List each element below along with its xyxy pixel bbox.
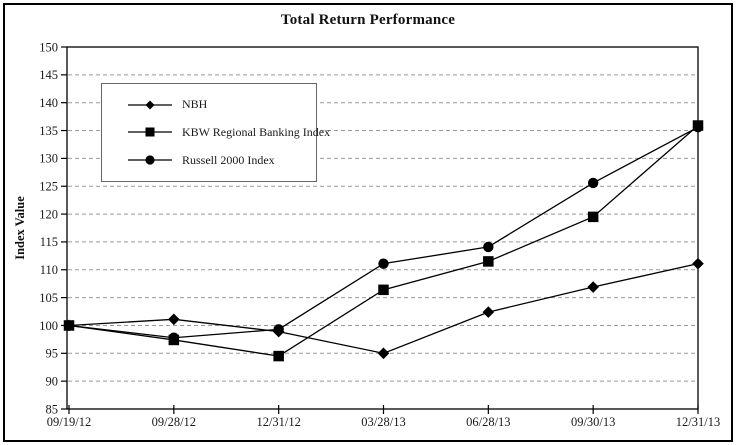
y-tick-label: 120	[39, 207, 58, 221]
diamond-data-point	[587, 281, 599, 293]
square-icon	[145, 127, 155, 137]
series-line-nbh	[68, 263, 699, 354]
legend-item-kbw-regional-banking-index: KBW Regional Banking Index	[127, 125, 330, 140]
y-tick-label: 140	[39, 96, 58, 110]
y-tick-label: 95	[46, 347, 59, 361]
square-data-point	[483, 256, 494, 267]
y-axis-title: Index Value	[13, 196, 27, 260]
y-tick-label: 135	[39, 124, 58, 138]
diamond-data-point	[692, 257, 704, 270]
x-tick-label: 06/28/13	[466, 415, 510, 429]
y-tick-label: 90	[46, 374, 59, 388]
x-tick-label: 09/30/13	[571, 415, 615, 429]
x-tick-label: 09/28/12	[152, 415, 196, 429]
legend-item-nbh: NBH	[127, 97, 312, 112]
chart-title: Total Return Performance	[280, 12, 456, 28]
y-tick-label: 85	[46, 402, 59, 416]
x-tick-label: 12/31/13	[676, 415, 720, 429]
diamond-data-point	[377, 347, 390, 360]
y-tick-label: 125	[39, 180, 58, 194]
square-data-point	[692, 120, 704, 131]
diamond-icon	[145, 100, 155, 110]
y-tick-label: 145	[39, 68, 58, 82]
legend-label: Russell 2000 Index	[182, 152, 275, 167]
square-data-point	[378, 284, 389, 296]
legend-label: NBH	[182, 97, 208, 112]
y-tick-label: 115	[40, 235, 58, 249]
x-tick-label: 09/19/12	[47, 415, 91, 429]
square-data-point	[168, 334, 180, 346]
square-data-point	[587, 211, 599, 223]
square-marker-icon	[128, 127, 172, 137]
y-tick-label: 150	[39, 40, 58, 54]
legend-label: KBW Regional Banking Index	[182, 124, 331, 139]
x-tick-label: 12/31/12	[256, 415, 300, 429]
square-data-point	[273, 350, 284, 362]
square-data-point	[63, 320, 75, 331]
legend-box: NBH KBW Regional Banking Index Russell 2…	[101, 83, 330, 182]
diamond-marker-icon	[128, 100, 172, 110]
circle-data-point	[587, 177, 599, 189]
circle-data-point	[378, 258, 389, 269]
x-tick-label: 03/28/13	[361, 415, 405, 429]
circle-marker-icon	[128, 155, 172, 165]
diamond-data-point	[168, 313, 180, 326]
circle-data-point	[273, 324, 284, 335]
y-tick-label: 100	[39, 319, 58, 333]
plot-frame	[66, 46, 699, 410]
y-tick-label: 110	[40, 263, 58, 277]
legend-item-russell-2000-index: Russell 2000 Index	[127, 153, 312, 168]
circle-icon	[145, 155, 155, 165]
circle-data-point	[483, 241, 494, 253]
diamond-data-point	[482, 306, 495, 318]
y-tick-label: 105	[39, 291, 58, 305]
y-tick-label: 130	[39, 152, 58, 166]
